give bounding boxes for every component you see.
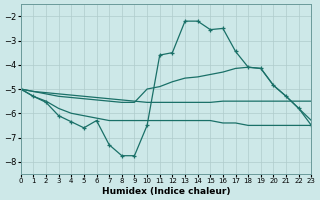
X-axis label: Humidex (Indice chaleur): Humidex (Indice chaleur): [102, 187, 230, 196]
